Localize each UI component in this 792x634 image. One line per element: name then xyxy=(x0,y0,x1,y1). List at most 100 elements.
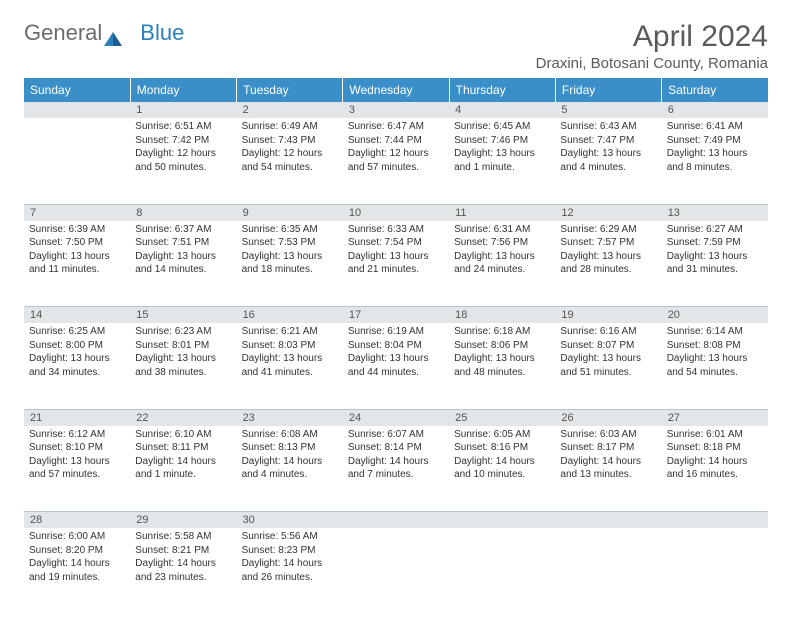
day-cell: Sunrise: 6:05 AMSunset: 8:16 PMDaylight:… xyxy=(449,426,555,512)
day-info-line: Sunrise: 6:47 AM xyxy=(348,120,444,134)
day-info-line: Sunrise: 6:51 AM xyxy=(135,120,231,134)
day-info-line: Daylight: 14 hours xyxy=(242,557,338,571)
day-info-line: Daylight: 14 hours xyxy=(135,455,231,469)
day-number-cell: 26 xyxy=(555,409,661,426)
day-info-line: and 10 minutes. xyxy=(454,468,550,482)
day-info-line: and 31 minutes. xyxy=(667,263,763,277)
day-info-line: Sunset: 7:47 PM xyxy=(560,134,656,148)
day-number-cell: 10 xyxy=(343,204,449,221)
day-info-line: Daylight: 13 hours xyxy=(454,147,550,161)
day-info-line: Sunset: 8:04 PM xyxy=(348,339,444,353)
day-number-cell: 27 xyxy=(662,409,768,426)
day-info-line: Sunrise: 6:29 AM xyxy=(560,223,656,237)
day-info-line: and 38 minutes. xyxy=(135,366,231,380)
day-info-line: and 57 minutes. xyxy=(29,468,125,482)
day-content-row: Sunrise: 6:25 AMSunset: 8:00 PMDaylight:… xyxy=(24,323,768,409)
day-info-line: Sunset: 8:23 PM xyxy=(242,544,338,558)
weekday-header: Sunday xyxy=(24,78,130,102)
day-info-line: Sunset: 7:43 PM xyxy=(242,134,338,148)
day-info-line: Daylight: 13 hours xyxy=(348,352,444,366)
day-info-line: Daylight: 13 hours xyxy=(242,352,338,366)
day-info-line: Daylight: 14 hours xyxy=(242,455,338,469)
day-number-cell: 17 xyxy=(343,307,449,324)
day-number-cell: 2 xyxy=(237,102,343,118)
day-info-line: and 24 minutes. xyxy=(454,263,550,277)
day-cell: Sunrise: 6:18 AMSunset: 8:06 PMDaylight:… xyxy=(449,323,555,409)
day-cell: Sunrise: 6:03 AMSunset: 8:17 PMDaylight:… xyxy=(555,426,661,512)
day-info-line: Sunset: 8:03 PM xyxy=(242,339,338,353)
day-content-row: Sunrise: 6:51 AMSunset: 7:42 PM Daylight:… xyxy=(24,118,768,204)
calendar-table: SundayMondayTuesdayWednesdayThursdayFrid… xyxy=(24,78,768,614)
day-number-row: 21222324252627 xyxy=(24,409,768,426)
day-cell: Sunrise: 6:10 AMSunset: 8:11 PMDaylight:… xyxy=(130,426,236,512)
day-info-line: and 8 minutes. xyxy=(667,161,763,175)
day-info-line: and 1 minute. xyxy=(454,161,550,175)
day-info-line: Sunset: 8:18 PM xyxy=(667,441,763,455)
logo-text-1: General xyxy=(24,20,102,46)
day-info-line: and 11 minutes. xyxy=(29,263,125,277)
day-info-line: and 13 minutes. xyxy=(560,468,656,482)
calendar-body: 123456Sunrise: 6:51 AMSunset: 7:42 PMDay… xyxy=(24,102,768,614)
day-number-cell: 29 xyxy=(130,512,236,529)
day-number-cell: 15 xyxy=(130,307,236,324)
day-number-cell: 24 xyxy=(343,409,449,426)
day-info-line: and 57 minutes. xyxy=(348,161,444,175)
day-number-cell: 22 xyxy=(130,409,236,426)
logo-text-2: Blue xyxy=(140,20,184,46)
day-info-line: and 48 minutes. xyxy=(454,366,550,380)
day-info-line: Sunset: 7:44 PM xyxy=(348,134,444,148)
day-info-line: and 44 minutes. xyxy=(348,366,444,380)
weekday-header: Saturday xyxy=(662,78,768,102)
day-cell: Sunrise: 6:35 AMSunset: 7:53 PMDaylight:… xyxy=(237,221,343,307)
day-cell xyxy=(449,528,555,614)
day-info-line: and 54 minutes. xyxy=(242,161,338,175)
day-content-row: Sunrise: 6:39 AMSunset: 7:50 PMDaylight:… xyxy=(24,221,768,307)
day-number-cell: 13 xyxy=(662,204,768,221)
day-info-line: Sunrise: 6:03 AM xyxy=(560,428,656,442)
day-info-line: and 16 minutes. xyxy=(667,468,763,482)
day-info-line: Sunset: 8:21 PM xyxy=(135,544,231,558)
day-number-row: 78910111213 xyxy=(24,204,768,221)
day-info-line: Sunrise: 6:41 AM xyxy=(667,120,763,134)
day-info-line: Sunrise: 6:12 AM xyxy=(29,428,125,442)
day-info-line: Sunset: 7:42 PM xyxy=(135,134,231,148)
day-number-cell: 3 xyxy=(343,102,449,118)
day-cell: Sunrise: 6:45 AMSunset: 7:46 PMDaylight:… xyxy=(449,118,555,204)
day-number-cell: 20 xyxy=(662,307,768,324)
weekday-header: Thursday xyxy=(449,78,555,102)
day-number-cell: 25 xyxy=(449,409,555,426)
day-info-line: Daylight: 13 hours xyxy=(667,250,763,264)
day-info-line: Sunrise: 6:16 AM xyxy=(560,325,656,339)
day-cell: Sunrise: 6:37 AMSunset: 7:51 PMDaylight:… xyxy=(130,221,236,307)
day-cell: Sunrise: 6:51 AMSunset: 7:42 PMDaylight:… xyxy=(130,118,236,204)
day-number-cell: 23 xyxy=(237,409,343,426)
day-info-line: Sunset: 7:46 PM xyxy=(454,134,550,148)
day-info-line: Sunrise: 6:23 AM xyxy=(135,325,231,339)
day-info-line: Sunrise: 6:00 AM xyxy=(29,530,125,544)
day-info-line: Sunset: 8:16 PM xyxy=(454,441,550,455)
day-info-line: Daylight: 13 hours xyxy=(348,250,444,264)
day-info-line: Daylight: 12 hours xyxy=(242,147,338,161)
day-info-line: Sunrise: 6:27 AM xyxy=(667,223,763,237)
day-info-line: Daylight: 14 hours xyxy=(560,455,656,469)
day-cell: Sunrise: 6:08 AMSunset: 8:13 PMDaylight:… xyxy=(237,426,343,512)
day-content-row: Sunrise: 6:12 AMSunset: 8:10 PMDaylight:… xyxy=(24,426,768,512)
day-number-cell: 30 xyxy=(237,512,343,529)
day-info-line: Sunrise: 6:45 AM xyxy=(454,120,550,134)
day-info-line: Sunset: 7:57 PM xyxy=(560,236,656,250)
day-info-line: Daylight: 13 hours xyxy=(135,250,231,264)
day-info-line: Daylight: 13 hours xyxy=(135,352,231,366)
day-info-line: Sunset: 8:08 PM xyxy=(667,339,763,353)
day-number-cell: 19 xyxy=(555,307,661,324)
weekday-header: Monday xyxy=(130,78,236,102)
day-info-line: Sunset: 8:20 PM xyxy=(29,544,125,558)
day-cell: Sunrise: 6:27 AMSunset: 7:59 PMDaylight:… xyxy=(662,221,768,307)
day-info-line: Sunset: 8:07 PM xyxy=(560,339,656,353)
day-cell: Sunrise: 6:01 AMSunset: 8:18 PMDaylight:… xyxy=(662,426,768,512)
day-info-line: Sunset: 7:50 PM xyxy=(29,236,125,250)
day-number-cell xyxy=(24,102,130,118)
day-cell: Sunrise: 6:33 AMSunset: 7:54 PMDaylight:… xyxy=(343,221,449,307)
day-info-line: Daylight: 13 hours xyxy=(454,250,550,264)
day-info-line: Sunset: 8:14 PM xyxy=(348,441,444,455)
day-info-line: Sunrise: 6:08 AM xyxy=(242,428,338,442)
